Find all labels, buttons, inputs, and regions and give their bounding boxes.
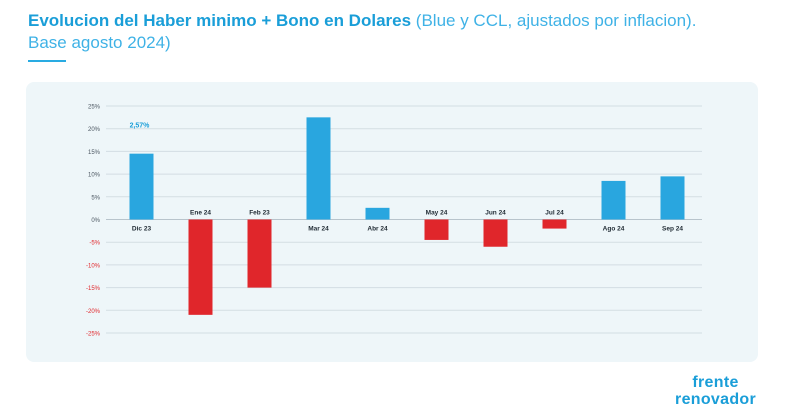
x-category-label: Sep 24 <box>662 226 683 233</box>
y-tick-label: -10% <box>86 263 101 269</box>
x-category-label: Abr 24 <box>367 226 388 233</box>
bar-may-24 <box>424 219 449 240</box>
chart-panel: 25% 20% 15% 10% 5% 0% -5% -10% -15% -20% -25% Dic 2… <box>26 82 758 362</box>
y-tick-label: 20% <box>88 127 101 133</box>
bar-chart: 25% 20% 15% 10% 5% 0% -5% -10% -15% -20% -25% Dic 2… <box>86 105 702 338</box>
x-category-label: Mar 24 <box>308 226 329 233</box>
data-annotation: 2,57% <box>130 123 151 130</box>
x-category-label: Jun 24 <box>485 210 506 217</box>
brand-line-2: renovador <box>675 391 756 408</box>
x-category-label: May 24 <box>426 210 448 217</box>
bar-jun-24 <box>483 219 508 247</box>
y-tick-label: 15% <box>88 150 101 156</box>
y-tick-label: -5% <box>89 241 100 247</box>
x-category-label: Ene 24 <box>190 210 211 217</box>
x-category-label: Ago 24 <box>603 226 625 233</box>
y-tick-label: -15% <box>86 286 101 292</box>
y-tick-label: -25% <box>86 332 101 338</box>
chart-title: Evolucion del Haber minimo + Bono en Dol… <box>28 10 788 54</box>
bar-ago-24 <box>601 180 626 220</box>
y-tick-label: 10% <box>88 173 101 179</box>
bar-sep-24 <box>660 176 685 220</box>
bar-ene-24 <box>188 219 213 315</box>
subtitle: Base agosto 2024) <box>28 33 171 52</box>
bar-dic-23 <box>129 153 154 220</box>
x-category-label: Jul 24 <box>545 210 564 217</box>
title-main: Evolucion del Haber minimo + Bono en Dol… <box>28 11 412 30</box>
y-tick-label: 0% <box>91 218 100 224</box>
bar-mar-24 <box>306 117 331 220</box>
brand-line-1: frente <box>692 374 739 391</box>
y-tick-label: 25% <box>88 105 101 111</box>
x-category-label: Dic 23 <box>132 226 152 233</box>
title-underline <box>28 60 66 62</box>
x-category-label: Feb 23 <box>249 210 270 217</box>
bar-feb-23 <box>247 219 272 288</box>
y-tick-label: 5% <box>91 195 100 201</box>
bar-jul-24 <box>542 219 567 229</box>
y-tick-label: -20% <box>86 309 101 315</box>
brand-logo: frente renovador <box>675 374 756 408</box>
title-detail: (Blue y CCL, ajustados por inflacion). <box>415 11 697 30</box>
bar-abr-24 <box>365 207 390 220</box>
